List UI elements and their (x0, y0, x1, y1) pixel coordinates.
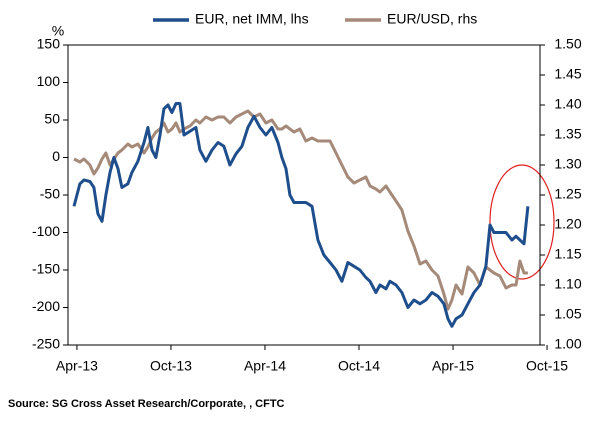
x-tick-label: Oct-15 (526, 358, 568, 374)
y-axis-unit: % (52, 23, 64, 39)
y-tick-label: -100 (32, 223, 60, 239)
y2-tick-label: 1.35 (554, 126, 581, 142)
x-tick-label: Apr-15 (432, 358, 474, 374)
y2-tick-label: 1.30 (554, 156, 581, 172)
series-line (73, 109, 528, 311)
y2-tick-label: 1.50 (554, 36, 581, 52)
y2-tick-label: 1.20 (554, 216, 581, 232)
y-tick-label: -150 (32, 261, 60, 277)
legend-label: EUR/USD, rhs (387, 11, 477, 27)
x-tick-label: Oct-13 (150, 358, 192, 374)
y2-tick-label: 1.15 (554, 246, 581, 262)
y-tick-label: 50 (44, 111, 60, 127)
y2-tick-label: 1.40 (554, 96, 581, 112)
legend-label: EUR, net IMM, lhs (195, 11, 309, 27)
y2-tick-label: 1.25 (554, 186, 581, 202)
series-line (72, 102, 530, 328)
y2-tick-label: 1.45 (554, 66, 581, 82)
y2-tick-label: 1.10 (554, 276, 581, 292)
y-tick-label: -250 (32, 336, 60, 352)
y-tick-label: 150 (37, 36, 61, 52)
highlight-circle (489, 164, 555, 280)
x-tick-label: Apr-13 (56, 358, 98, 374)
x-tick-label: Oct-14 (338, 358, 380, 374)
y-tick-label: 0 (52, 148, 60, 164)
y2-tick-label: 1.00 (554, 336, 581, 352)
source-note: Source: SG Cross Asset Research/Corporat… (8, 398, 285, 410)
y-tick-label: -50 (40, 186, 60, 202)
y-tick-label: 100 (37, 73, 61, 89)
y2-tick-label: 1.05 (554, 306, 581, 322)
x-tick-label: Apr-14 (244, 358, 286, 374)
y-tick-label: -200 (32, 298, 60, 314)
